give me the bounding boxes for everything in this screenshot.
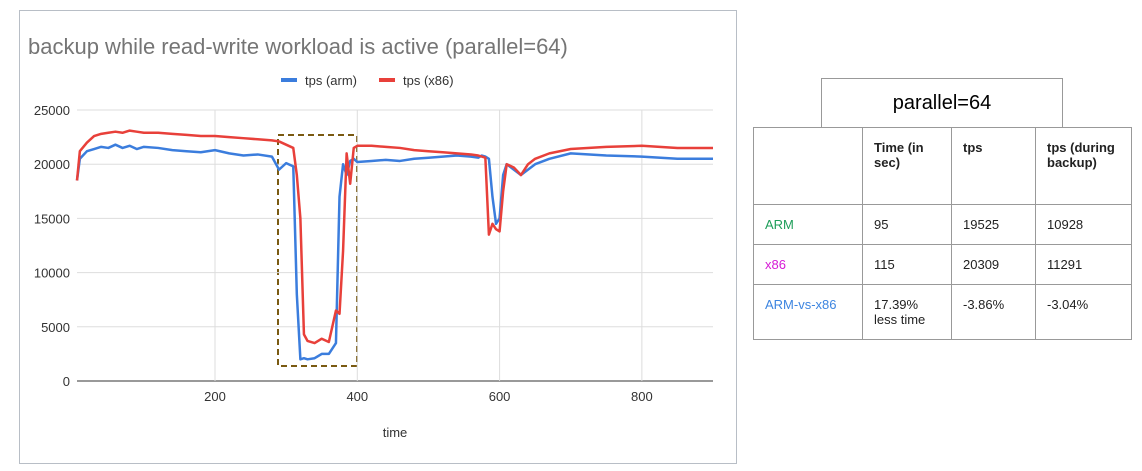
- table-cell: -3.86%: [951, 284, 1036, 340]
- series-line: [75, 129, 713, 345]
- y-tick-label: 0: [63, 374, 70, 389]
- table-cell: -3.04%: [1035, 284, 1132, 340]
- x-axis-label: time: [383, 425, 408, 440]
- y-tick-label: 5000: [41, 320, 70, 335]
- corner-cell: [753, 127, 863, 205]
- table-row: ARM-vs-x86 17.39% less time -3.86% -3.04%: [753, 284, 1132, 340]
- row-label: ARM: [753, 204, 863, 245]
- table-row: x86 115 20309 11291: [753, 244, 1132, 285]
- y-tick-label: 25000: [34, 103, 70, 118]
- table-cell: 95: [862, 204, 952, 245]
- table-cell: 20309: [951, 244, 1036, 285]
- table-cell: 17.39% less time: [862, 284, 952, 340]
- x-tick-label: 800: [631, 389, 653, 404]
- header-cell: Time (in sec): [862, 127, 952, 205]
- table-cell: 19525: [951, 204, 1036, 245]
- header-row: Time (in sec) tps tps (during backup): [753, 127, 1132, 205]
- x-tick-label: 600: [489, 389, 511, 404]
- legend-label: tps (x86): [403, 73, 454, 88]
- header-cell: tps (during backup): [1035, 127, 1132, 205]
- table-cell: 10928: [1035, 204, 1132, 245]
- x-tick-label: 400: [346, 389, 368, 404]
- table-cell: 11291: [1035, 244, 1132, 285]
- results-table: Time (in sec) tps tps (during backup) AR…: [753, 127, 1132, 340]
- legend-label: tps (arm): [305, 73, 357, 88]
- header-cell: tps: [951, 127, 1036, 205]
- chart-title: backup while read-write workload is acti…: [28, 34, 568, 59]
- row-label: ARM-vs-x86: [753, 284, 863, 340]
- y-tick-label: 10000: [34, 266, 70, 281]
- table-cell: 115: [862, 244, 952, 285]
- x-tick-label: 200: [204, 389, 226, 404]
- y-tick-label: 20000: [34, 157, 70, 172]
- table-row: ARM 95 19525 10928: [753, 204, 1132, 245]
- chart-frame: [19, 10, 737, 464]
- table-caption: parallel=64: [821, 78, 1063, 127]
- chart: backup while read-write workload is acti…: [19, 10, 737, 464]
- y-tick-label: 15000: [34, 211, 70, 226]
- row-label: x86: [753, 244, 863, 285]
